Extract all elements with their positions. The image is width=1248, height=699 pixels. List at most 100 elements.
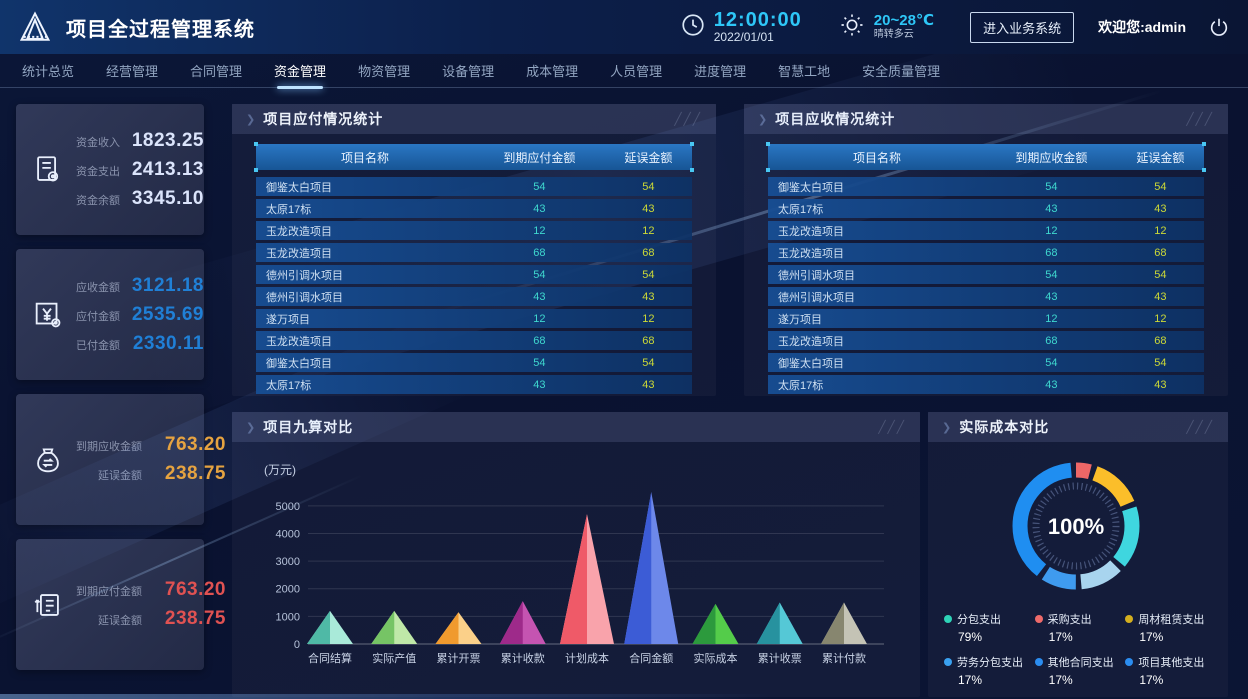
table-row: 德州引调水项目 54 54 [256,265,692,284]
project-name-cell: 玉龙改造项目 [266,335,332,348]
svg-text:累计开票: 累计开票 [437,652,481,665]
nav-tab-11[interactable]: 安全质量管理 [862,64,941,79]
stat-value: 3121.18 [131,274,204,296]
table-header-row: 项目名称 到期应收金额 延误金额 [766,142,1206,172]
project-name-cell: 太原17标 [778,379,824,392]
legend-item-4: 劳务分包支出 17% [944,654,1031,687]
stat-row: 资金支出 2413.13 [76,159,204,181]
bottom-glow-decoration [0,694,774,699]
svg-text:5000: 5000 [276,501,300,513]
due-amount-cell: 43 [533,290,546,303]
table-body: 御鉴太白项目 54 54 太原17标 43 43 玉龙改造项目 12 12 玉龙改造项目 68 68 德… [768,177,1204,394]
main-area: ❯ 项目应付情况统计 ╱╱╱ 项目名称 到期应付金额 延误金额 御鉴太白项目 54 54 太… [232,104,1228,697]
project-name-cell: 遂万项目 [266,313,310,326]
due-amount-cell: 68 [533,246,546,259]
stat-row: 延误金额 238.75 [76,608,226,630]
panel-title: 项目九算对比 [263,419,354,435]
legend-label: 其他合同支出 [1047,657,1114,669]
chevron-right-icon: ❯ [246,113,256,126]
stat-label: 到期应付金额 [76,586,142,598]
stat-value: 763.20 [164,434,226,455]
nav-tab-4[interactable]: 资金管理 [274,61,326,80]
svg-text:实际成本: 实际成本 [694,651,738,665]
nav-tab-6[interactable]: 设备管理 [442,64,495,79]
panel-header: ❯ 项目九算对比 ╱╱╱ [232,412,920,442]
due-amount-cell: 43 [1045,378,1058,391]
stat-row: 已付金额 2330.11 [76,333,204,355]
panel-header: ❯ 实际成本对比 ╱╱╱ [928,412,1228,442]
delay-amount-cell: 68 [1154,246,1167,259]
nav-tab-5[interactable]: 物资管理 [358,64,411,79]
stat-label: 资金支出 [76,165,120,178]
sun-icon [838,11,866,44]
stat-row: 资金余额 3345.10 [76,188,204,210]
delay-amount-cell: 54 [1154,356,1167,369]
panel-nine-calc: ❯ 项目九算对比 ╱╱╱ (万元) 0 1000 2000 3000 4000 5000 合同… [232,412,920,697]
nav-tab-3[interactable]: 合同管理 [190,64,243,79]
table-header-row: 项目名称 到期应付金额 延误金额 [254,142,694,172]
nav-tab-1[interactable]: 统计总览 [22,64,75,79]
nav-tab-8[interactable]: 人员管理 [610,64,663,79]
table-row: 御鉴太白项目 54 54 [256,353,692,372]
stat-value: 3345.10 [131,187,204,209]
stat-label: 到期应收金额 [76,441,142,453]
money-bag-icon [30,443,66,477]
stat-label: 应收金额 [76,281,120,294]
stat-label: 已付金额 [76,339,120,352]
table-row: 玉龙改造项目 68 68 [256,243,692,262]
stat-row: 应收金额 3121.18 [76,275,204,297]
delay-amount-cell: 12 [642,224,655,237]
panel-title: 项目应付情况统计 [263,111,384,127]
due-amount-cell: 68 [533,334,546,347]
project-name-cell: 德州引调水项目 [266,269,343,282]
power-icon[interactable] [1208,16,1230,38]
nav-tab-10[interactable]: 智慧工地 [778,64,831,79]
svg-text:计划成本: 计划成本 [565,651,609,665]
table-row: 德州引调水项目 43 43 [768,287,1204,306]
temperature-text: 20~28℃ [873,12,935,29]
legend-dot-icon [1034,658,1043,666]
stat-rows: 应收金额 3121.18 应付金额 2535.69 已付金额 2330.11 [76,275,204,355]
app-title: 项目全过程管理系统 [66,18,255,41]
table-row: 德州引调水项目 54 54 [768,265,1204,284]
project-name-cell: 御鉴太白项目 [266,357,332,370]
project-name-cell: 玉龙改造项目 [778,247,844,260]
corner-marker [766,142,770,146]
nav-tab-2[interactable]: 经营管理 [106,64,159,79]
corner-marker [766,168,770,172]
stat-label: 资金收入 [76,136,120,149]
stat-label: 资金余额 [76,194,120,207]
nav-tab-9[interactable]: 进度管理 [694,64,747,79]
delay-amount-cell: 54 [642,356,655,369]
delay-amount-cell: 54 [1154,180,1167,193]
svg-text:2000: 2000 [276,584,300,596]
table-row: 太原17标 43 43 [768,375,1204,394]
donut-legend: 分包支出 79% 采购支出 17% 周材租赁支出 17% 劳务分包支出 17% 其他合同支出 17… [942,611,1214,687]
receivable-table: 项目名称 到期应收金额 延误金额 御鉴太白项目 54 54 太原17标 43 43 玉龙改造项目 1… [766,142,1206,394]
delay-amount-cell: 43 [642,290,655,303]
stat-card-2: 应收金额 3121.18 应付金额 2535.69 已付金额 2330.11 [16,249,204,380]
due-amount-cell: 54 [533,268,546,281]
project-name-cell: 玉龙改造项目 [778,225,844,238]
table-row: 御鉴太白项目 54 54 [256,177,692,196]
column-header: 延误金额 [624,150,673,165]
slashes-decoration-icon: ╱╱╱ [878,420,906,434]
legend-dot-icon [944,658,952,666]
legend-label-row: 采购支出 [1034,611,1122,627]
stat-value: 1823.25 [131,129,204,151]
legend-dot-icon [1034,615,1043,623]
project-name-cell: 御鉴太白项目 [778,181,844,194]
legend-label-row: 其他合同支出 [1034,654,1122,670]
delay-amount-cell: 54 [642,268,655,281]
slashes-decoration-icon: ╱╱╱ [1186,420,1214,434]
delay-amount-cell: 43 [642,378,655,391]
panel-title: 项目应收情况统计 [775,111,896,127]
legend-label-row: 分包支出 [944,611,1031,627]
weather-desc: 晴转多云 [873,29,914,40]
svg-text:累计收票: 累计收票 [758,651,802,665]
due-amount-cell: 43 [1045,290,1058,303]
app-logo-icon [18,10,52,44]
enter-business-button[interactable]: 进入业务系统 [970,11,1075,43]
nav-tab-7[interactable]: 成本管理 [526,64,579,79]
